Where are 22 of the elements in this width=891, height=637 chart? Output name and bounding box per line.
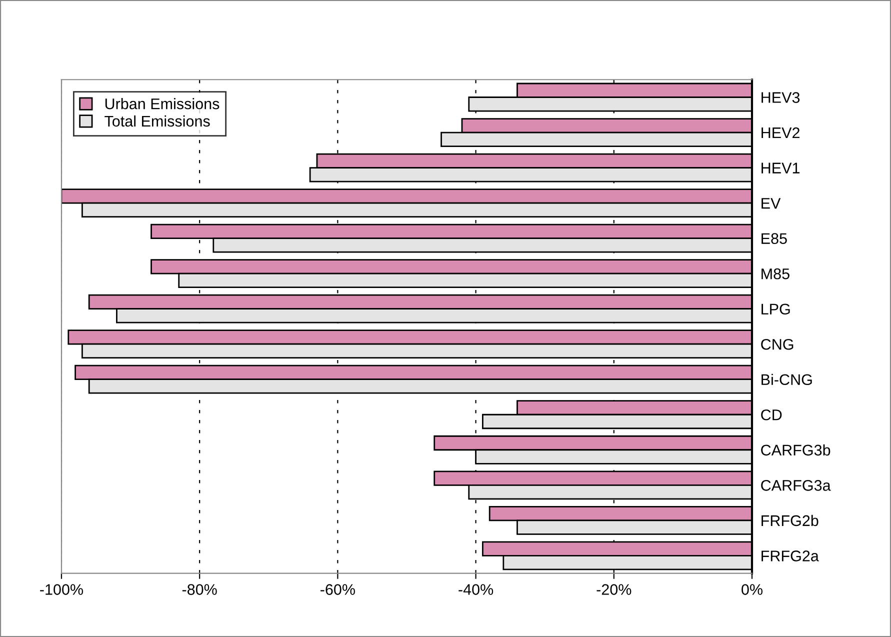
y-tick-label: FRFG2b: [762, 514, 818, 526]
y-tick-label: Bi-CNG: [762, 374, 812, 386]
y-tick-label: FRFG2a: [762, 550, 819, 562]
y-tick-label: CARFG3a: [761, 480, 831, 491]
y-tick-label: HEV3: [762, 92, 800, 103]
y-tick-label: CNG: [761, 338, 794, 350]
y-tick-label: CD: [761, 409, 782, 420]
x-tick-label: -60%: [320, 584, 355, 595]
x-tick-label: 0%: [742, 584, 762, 595]
y-tick-label: HEV1: [762, 162, 800, 174]
y-tick-label: HEV2: [762, 127, 800, 138]
x-tick-label: -80%: [182, 584, 217, 595]
x-tick-label: -100%: [40, 584, 84, 595]
y-tick-label: LPG: [762, 304, 790, 315]
legend-label: Total Emissions: [104, 115, 210, 127]
y-tick-label: E85: [762, 233, 787, 244]
y-tick-label: EV: [762, 198, 781, 209]
legend-label: Urban Emissions: [105, 98, 220, 110]
x-tick-label: -40%: [458, 584, 494, 595]
x-tick-label: -20%: [596, 584, 632, 595]
y-tick-label: CARFG3b: [761, 444, 830, 456]
y-tick-label: M85: [762, 268, 790, 280]
